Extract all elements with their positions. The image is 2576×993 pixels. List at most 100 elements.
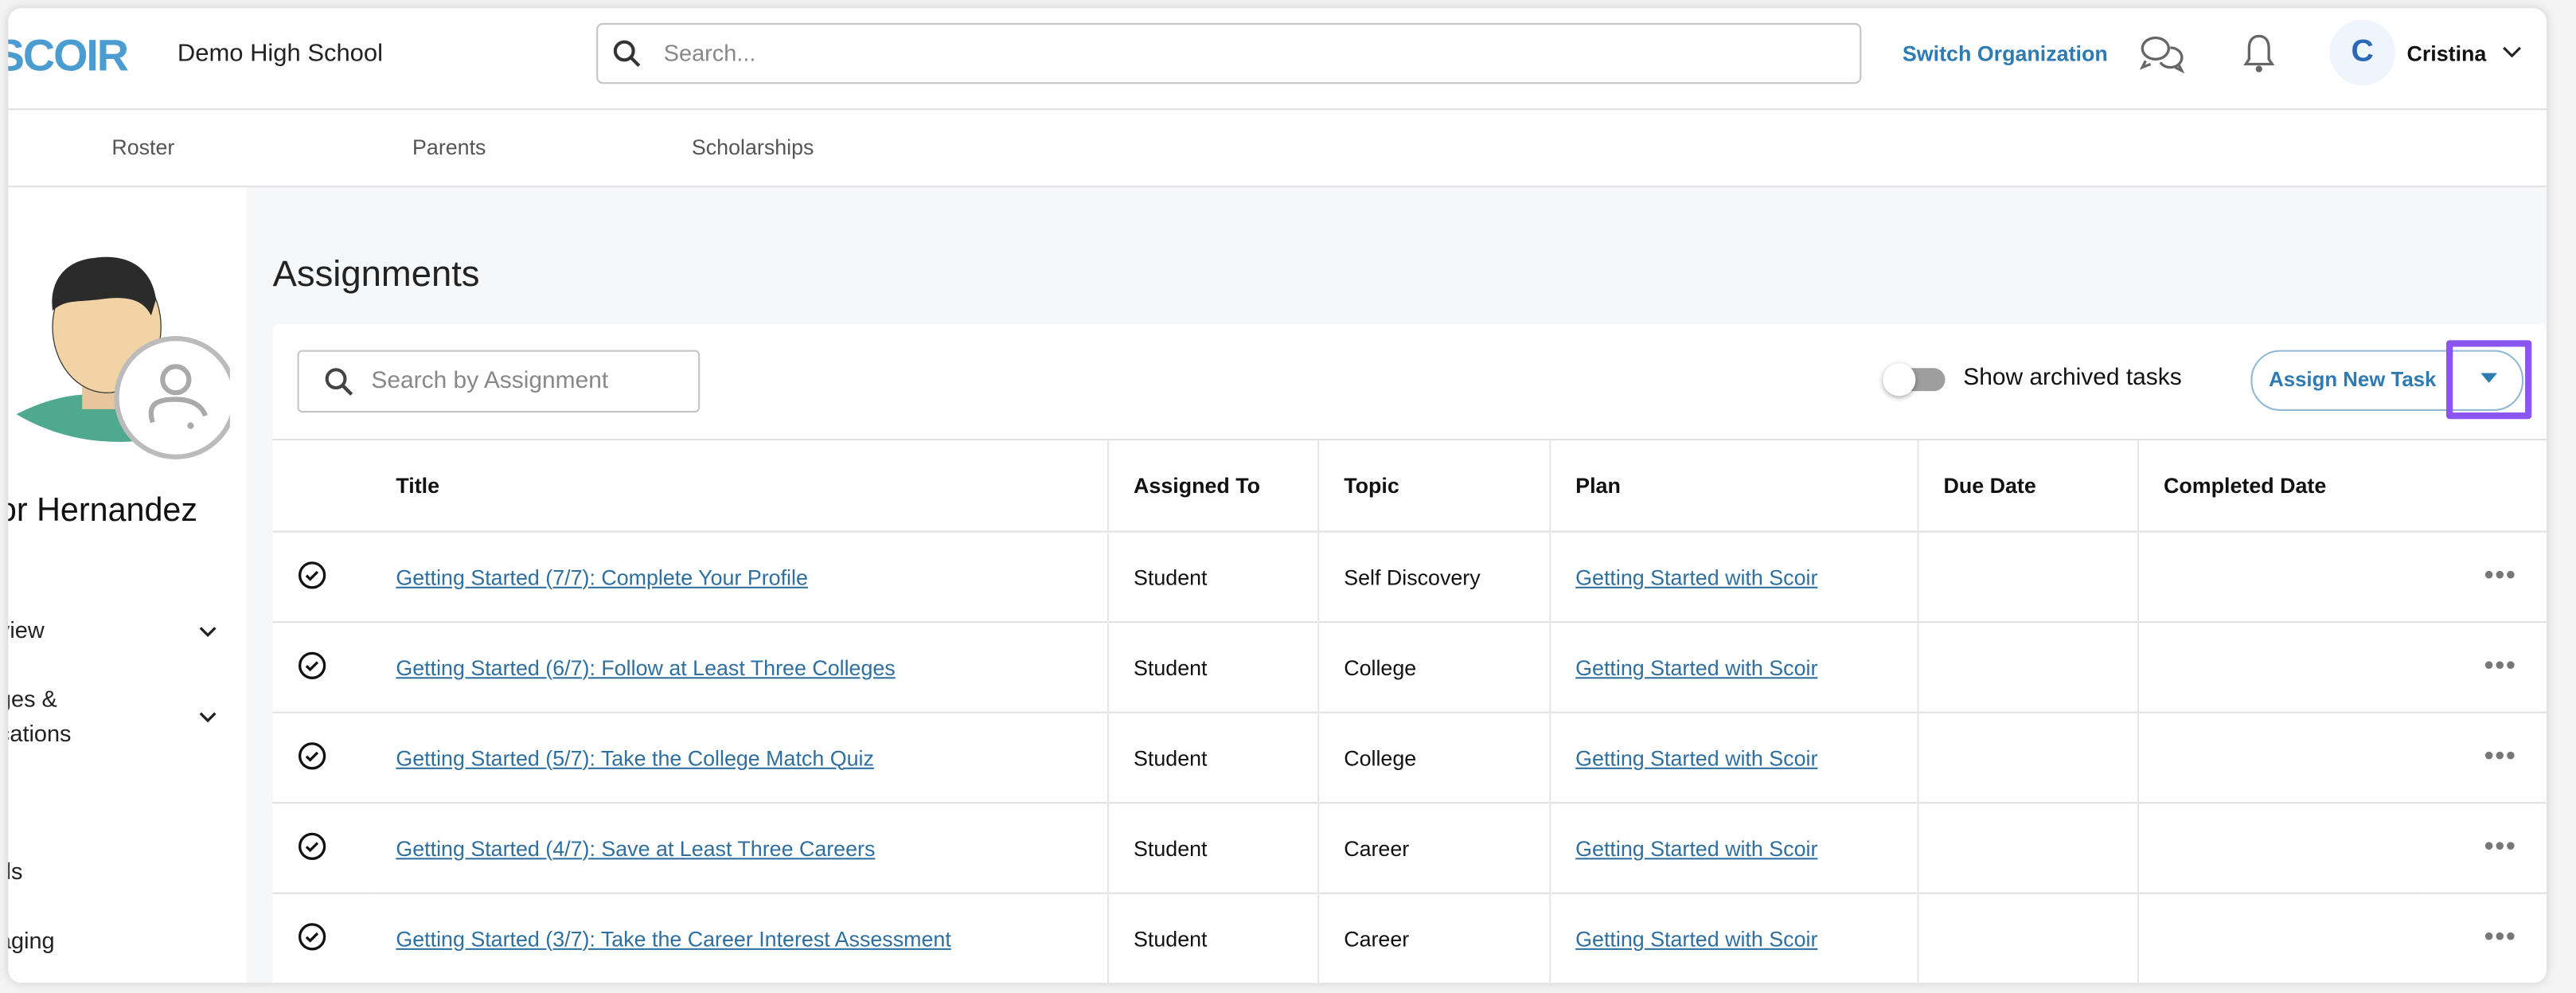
assign-new-task-label: Assign New Task	[2269, 368, 2437, 392]
column-title[interactable]: Title	[371, 439, 1109, 532]
bell-icon[interactable]	[2241, 33, 2277, 76]
search-icon	[613, 40, 641, 68]
assignment-search-input[interactable]: Search by Assignment	[297, 350, 701, 413]
topic-cell: Career	[1317, 802, 1551, 893]
table-row: Getting Started (5/7): Take the College …	[272, 711, 2547, 803]
column-due-date[interactable]: Due Date	[1917, 439, 2139, 532]
plan-link[interactable]: Getting Started with Scoir	[1575, 835, 1818, 861]
more-options-button[interactable]: •••	[2423, 711, 2547, 803]
student-sidebar: or Hernandez view ges & cations ds aging	[8, 187, 247, 983]
check-circle-icon	[298, 922, 326, 950]
column-assigned-to[interactable]: Assigned To	[1107, 439, 1319, 532]
due-date-cell	[1917, 892, 2139, 983]
status-cell	[272, 892, 372, 983]
assigned-to-cell: Student	[1107, 621, 1319, 713]
table-row: Getting Started (4/7): Save at Least Thr…	[272, 802, 2547, 893]
title-cell: Getting Started (7/7): Complete Your Pro…	[371, 530, 1109, 623]
column-completed-date[interactable]: Completed Date	[2137, 439, 2424, 532]
assignment-search-placeholder: Search by Assignment	[371, 368, 609, 395]
plan-cell: Getting Started with Scoir	[1549, 802, 1918, 893]
student-name: or Hernandez	[8, 493, 198, 530]
plan-cell: Getting Started with Scoir	[1549, 711, 1918, 803]
plan-cell: Getting Started with Scoir	[1549, 530, 1918, 623]
global-search-input[interactable]: Search...	[596, 22, 1862, 84]
completed-date-cell	[2137, 530, 2424, 623]
status-cell	[272, 621, 372, 713]
tab-parents[interactable]: Parents	[412, 135, 486, 160]
page-title: Assignments	[272, 252, 480, 295]
status-column-header	[272, 439, 372, 532]
assigned-to-cell: Student	[1107, 892, 1319, 983]
show-archived-label: Show archived tasks	[1963, 365, 2182, 392]
chevron-down-icon[interactable]	[2502, 46, 2522, 60]
plan-link[interactable]: Getting Started with Scoir	[1575, 745, 1818, 770]
check-circle-icon	[298, 741, 326, 769]
completed-date-cell	[2137, 802, 2424, 893]
topic-cell: Career	[1317, 892, 1551, 983]
status-cell	[272, 802, 372, 893]
topic-cell: College	[1317, 711, 1551, 803]
due-date-cell	[1917, 802, 2139, 893]
chevron-down-icon[interactable]	[199, 712, 217, 723]
assignments-table: Title Assigned To Topic Plan Due Date Co…	[272, 439, 2547, 983]
check-circle-icon	[298, 831, 326, 859]
user-avatar[interactable]: C	[2329, 19, 2396, 86]
assignment-title-link[interactable]: Getting Started (6/7): Follow at Least T…	[396, 655, 896, 680]
tab-roster[interactable]: Roster	[111, 135, 175, 160]
plan-cell: Getting Started with Scoir	[1549, 892, 1918, 983]
due-date-cell	[1917, 530, 2139, 623]
more-options-button[interactable]: •••	[2423, 802, 2547, 893]
title-cell: Getting Started (4/7): Save at Least Thr…	[371, 802, 1109, 893]
more-options-button[interactable]: •••	[2423, 892, 2547, 983]
completed-date-cell	[2137, 711, 2424, 803]
more-options-button[interactable]: •••	[2423, 621, 2547, 713]
user-name[interactable]: Cristina	[2406, 41, 2487, 66]
assignment-title-link[interactable]: Getting Started (7/7): Complete Your Pro…	[396, 564, 808, 589]
plan-link[interactable]: Getting Started with Scoir	[1575, 655, 1818, 680]
plan-link[interactable]: Getting Started with Scoir	[1575, 564, 1818, 589]
search-icon	[325, 368, 353, 396]
status-cell	[272, 711, 372, 803]
plan-cell: Getting Started with Scoir	[1549, 621, 1918, 713]
chat-icon[interactable]	[2139, 34, 2188, 74]
sidebar-item-colleges-applications[interactable]: ges & cations	[8, 685, 72, 746]
plan-link[interactable]: Getting Started with Scoir	[1575, 925, 1818, 951]
top-header: SCOIR Demo High School Search... Switch …	[8, 8, 2547, 111]
chevron-down-icon[interactable]	[199, 626, 217, 637]
assignment-title-link[interactable]: Getting Started (4/7): Save at Least Thr…	[396, 835, 876, 861]
search-placeholder: Search...	[663, 39, 756, 66]
assign-task-dropdown-button[interactable]	[2445, 340, 2532, 420]
title-cell: Getting Started (3/7): Take the Career I…	[371, 892, 1109, 983]
sidebar-item-messaging[interactable]: aging	[8, 926, 55, 954]
show-archived-toggle[interactable]	[1883, 363, 1946, 397]
assignment-title-link[interactable]: Getting Started (3/7): Take the Career I…	[396, 925, 951, 951]
assign-new-task-button[interactable]: Assign New Task	[2250, 350, 2523, 411]
sidebar-item-records[interactable]: ds	[8, 858, 23, 885]
school-name: Demo High School	[177, 39, 383, 68]
actions-column-header	[2423, 439, 2547, 532]
assigned-to-cell: Student	[1107, 711, 1319, 803]
assignment-title-link[interactable]: Getting Started (5/7): Take the College …	[396, 745, 874, 770]
title-cell: Getting Started (6/7): Follow at Least T…	[371, 621, 1109, 713]
assigned-to-cell: Student	[1107, 802, 1319, 893]
table-header-row: Title Assigned To Topic Plan Due Date Co…	[272, 439, 2547, 532]
column-plan[interactable]: Plan	[1549, 439, 1918, 532]
due-date-cell	[1917, 711, 2139, 803]
column-topic[interactable]: Topic	[1317, 439, 1551, 532]
check-circle-icon	[298, 651, 326, 678]
completed-date-cell	[2137, 892, 2424, 983]
nav-tabs: Roster Parents Scholarships	[8, 110, 2547, 188]
switch-organization-link[interactable]: Switch Organization	[1902, 41, 2108, 66]
more-options-button[interactable]: •••	[2423, 530, 2547, 623]
table-row: Getting Started (3/7): Take the Career I…	[272, 892, 2547, 983]
sidebar-item-overview[interactable]: view	[8, 616, 45, 643]
table-row: Getting Started (6/7): Follow at Least T…	[272, 621, 2547, 713]
table-row: Getting Started (7/7): Complete Your Pro…	[272, 530, 2547, 623]
status-cell	[272, 530, 372, 623]
due-date-cell	[1917, 621, 2139, 713]
scoir-logo[interactable]: SCOIR	[8, 31, 129, 81]
main-content: Assignments Search by Assignment Show ar…	[246, 187, 2547, 983]
student-avatar-illustration	[16, 256, 230, 459]
tab-scholarships[interactable]: Scholarships	[691, 135, 814, 160]
check-circle-icon	[298, 561, 326, 588]
